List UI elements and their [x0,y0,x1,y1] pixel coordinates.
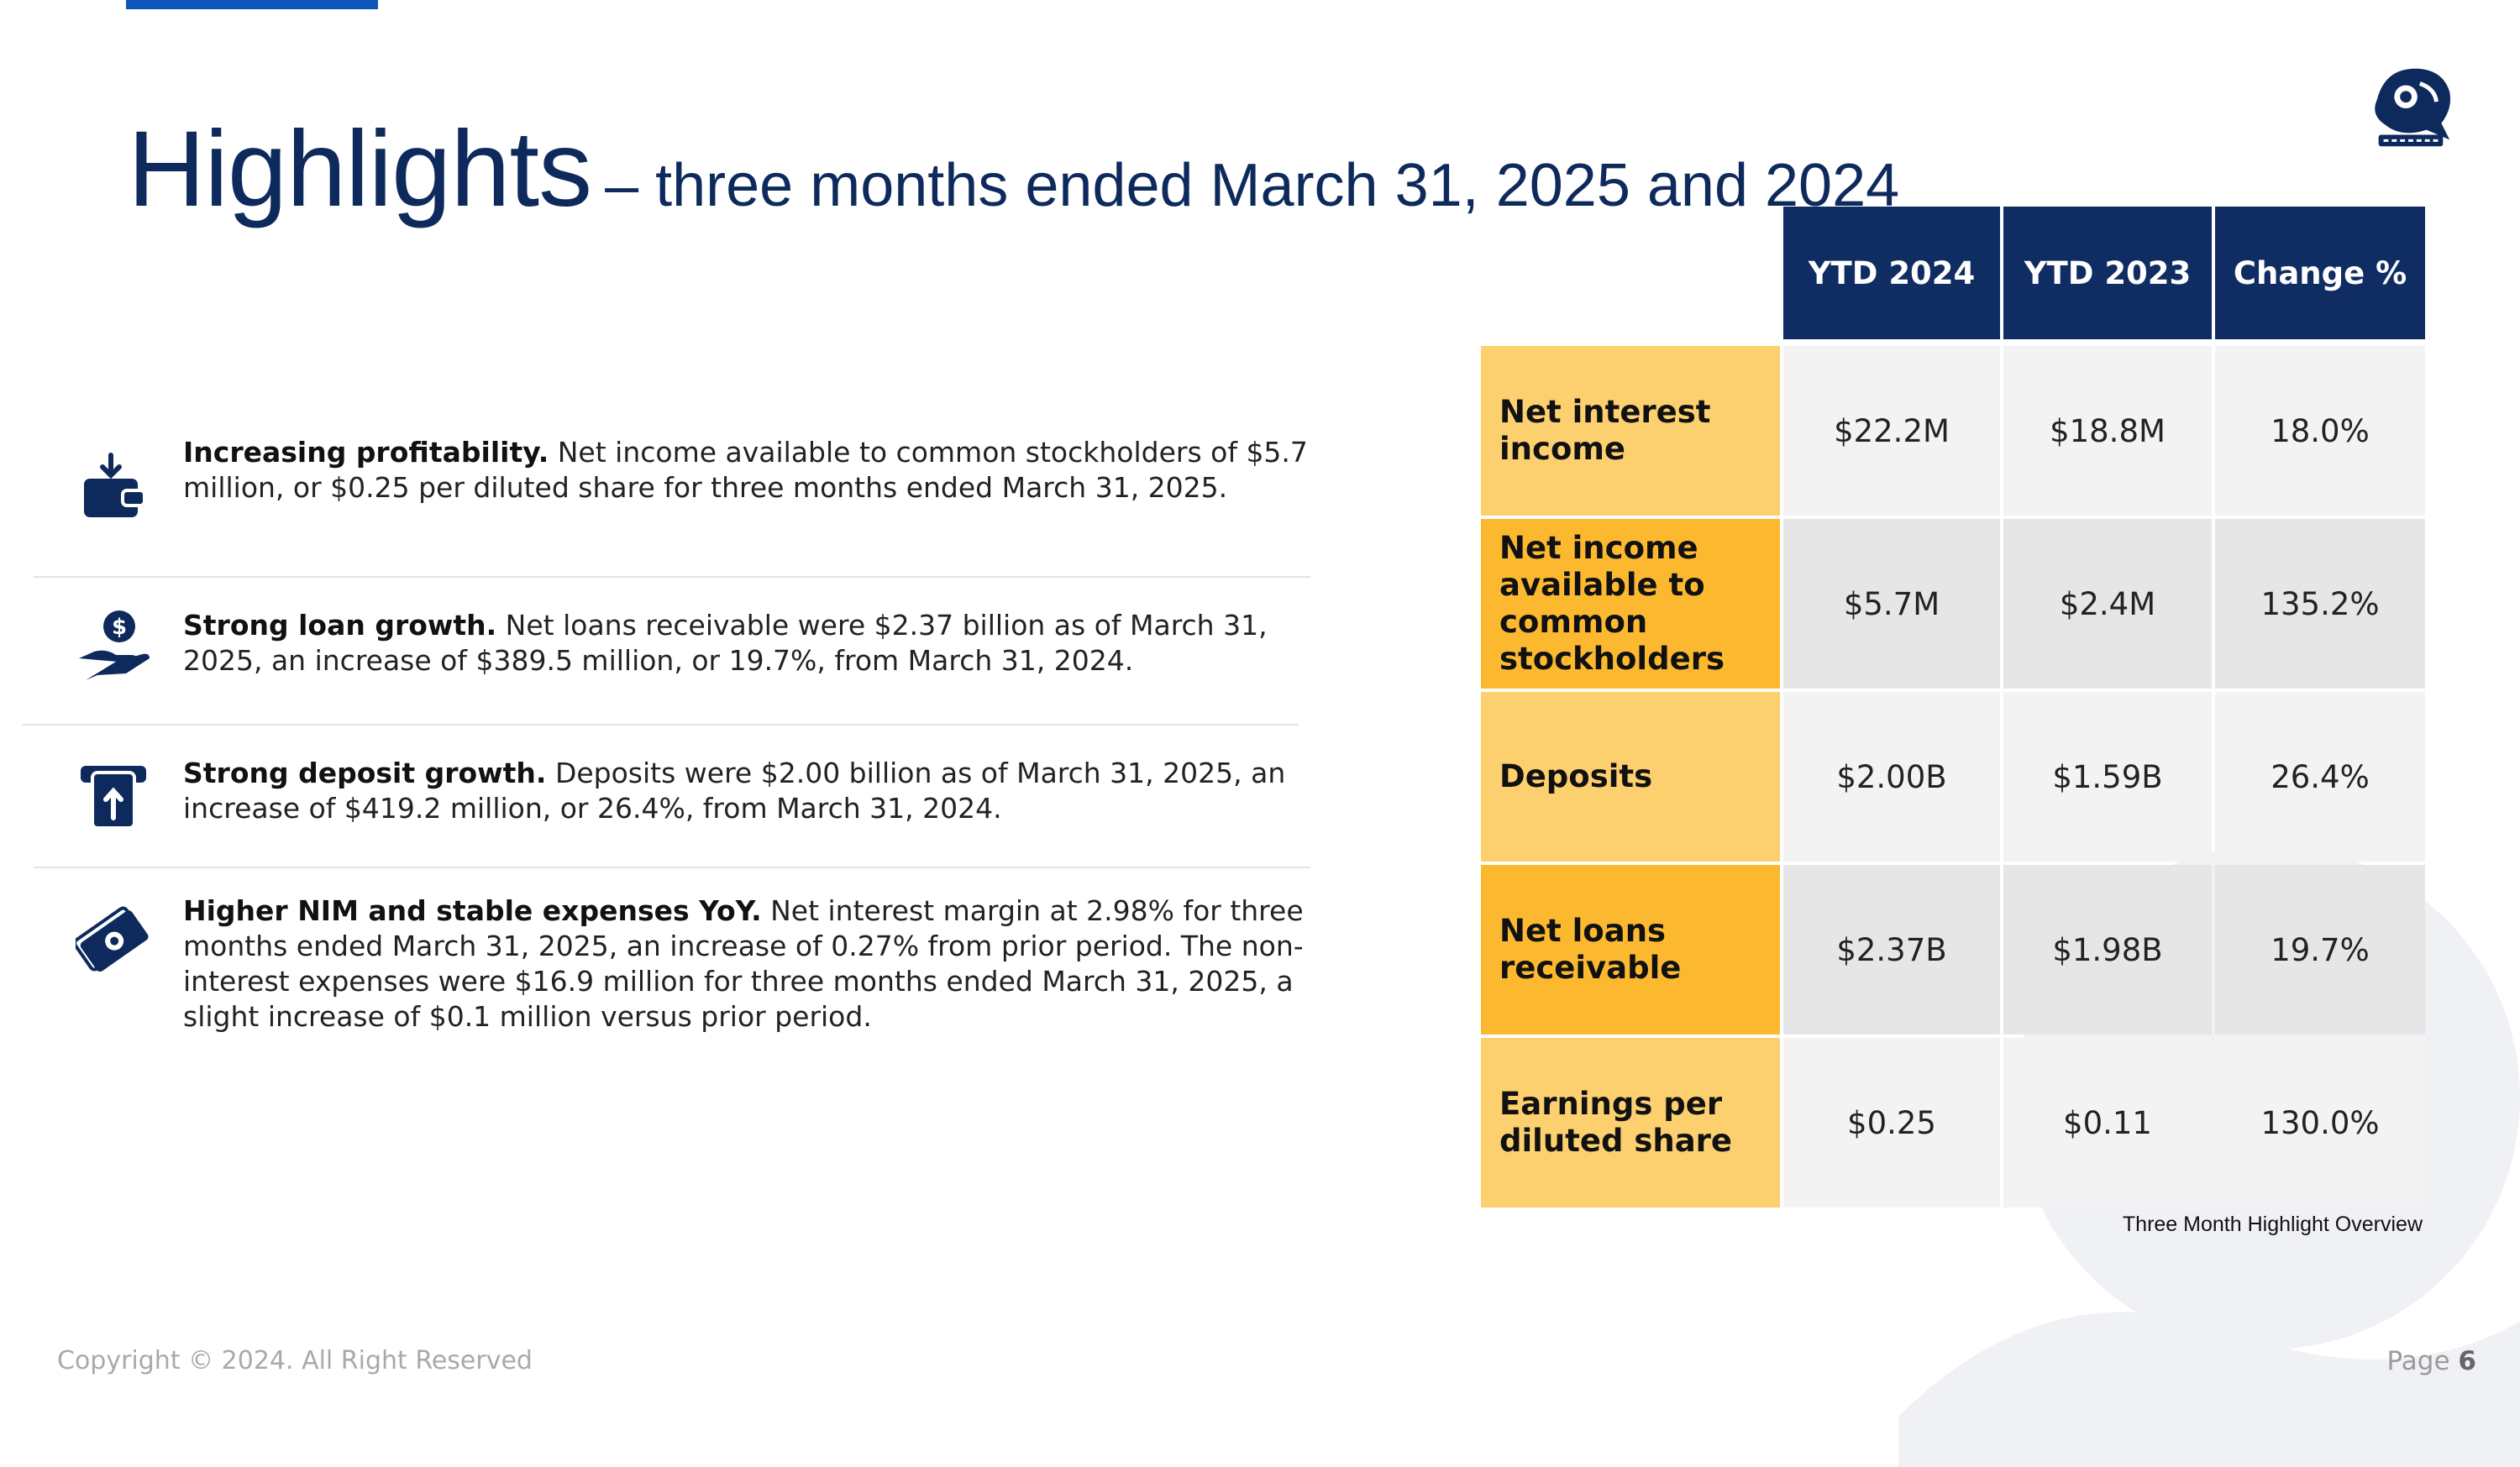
table-row: Earnings per diluted share $0.25 $0.11 1… [1481,1038,2425,1208]
table-header-ytd-2024: YTD 2024 [1783,207,2000,339]
row-label: Deposits [1481,692,1780,862]
table-cell: $18.8M [2003,346,2212,516]
mascot-logo-icon [2375,68,2451,147]
page-indicator: Page 6 [2387,1346,2477,1376]
table-cell: 18.0% [2215,346,2425,516]
list-item: Higher NIM and stable expenses YoY. Net … [34,867,1310,1068]
wallet-download-icon [84,453,146,517]
row-label: Earnings per diluted share [1481,1038,1780,1208]
table-cell: $2.00B [1783,692,2000,862]
table-cell: $22.2M [1783,346,2000,516]
hand-dollar-icon: $ [79,610,150,680]
title-subtitle: – three months ended March 31, 2025 and … [605,152,1900,219]
table-header-change: Change % [2215,207,2425,339]
title-main: Highlights [128,109,592,229]
page-title: Highlights – three months ended March 31,… [128,107,1899,231]
table-cell: 19.7% [2215,865,2425,1035]
table-cell: $2.4M [2003,519,2212,689]
table-cell: $1.59B [2003,692,2212,862]
top-accent-bar [126,0,378,9]
table-row: Net loans receivable $2.37B $1.98B 19.7% [1481,865,2425,1035]
page-label: Page [2386,1346,2450,1376]
svg-text:$: $ [112,615,127,640]
row-label: Net income available to common stockhold… [1481,519,1780,689]
table-cell: $5.7M [1783,519,2000,689]
bullet-text: Strong deposit growth. Deposits were $2.… [183,757,1286,825]
table-row: Deposits $2.00B $1.59B 26.4% [1481,692,2425,862]
page-number: 6 [2458,1346,2476,1376]
list-item: $ Strong loan growth. Net loans receivab… [22,576,1299,726]
table-cell: $1.98B [2003,865,2212,1035]
table-row: Net interest income $22.2M $18.8M 18.0% [1481,346,2425,516]
table-row: Net income available to common stockhold… [1481,519,2425,689]
row-label: Net loans receivable [1481,865,1780,1035]
table-cell: 135.2% [2215,519,2425,689]
table-cell: 130.0% [2215,1038,2425,1208]
bullet-text: Higher NIM and stable expenses YoY. Net … [183,894,1304,1033]
copyright-text: Copyright © 2024. All Right Reserved [57,1346,533,1375]
deposit-atm-icon [81,766,146,830]
table-cell: $0.25 [1783,1038,2000,1208]
bullet-text: Increasing profitability. Net income ava… [183,436,1308,504]
table-cell: $2.37B [1783,865,2000,1035]
table-cell: $0.11 [2003,1038,2212,1208]
money-bills-icon [76,906,149,972]
table-cell: 26.4% [2215,692,2425,862]
list-item: Strong deposit growth. Deposits were $2.… [34,724,1310,868]
table-caption: Three Month Highlight Overview [2122,1213,2423,1236]
row-label: Net interest income [1481,346,1780,516]
bullet-text: Strong loan growth. Net loans receivable… [183,609,1268,677]
table-header-ytd-2023: YTD 2023 [2003,207,2212,339]
list-item: Increasing profitability. Net income ava… [34,411,1310,578]
